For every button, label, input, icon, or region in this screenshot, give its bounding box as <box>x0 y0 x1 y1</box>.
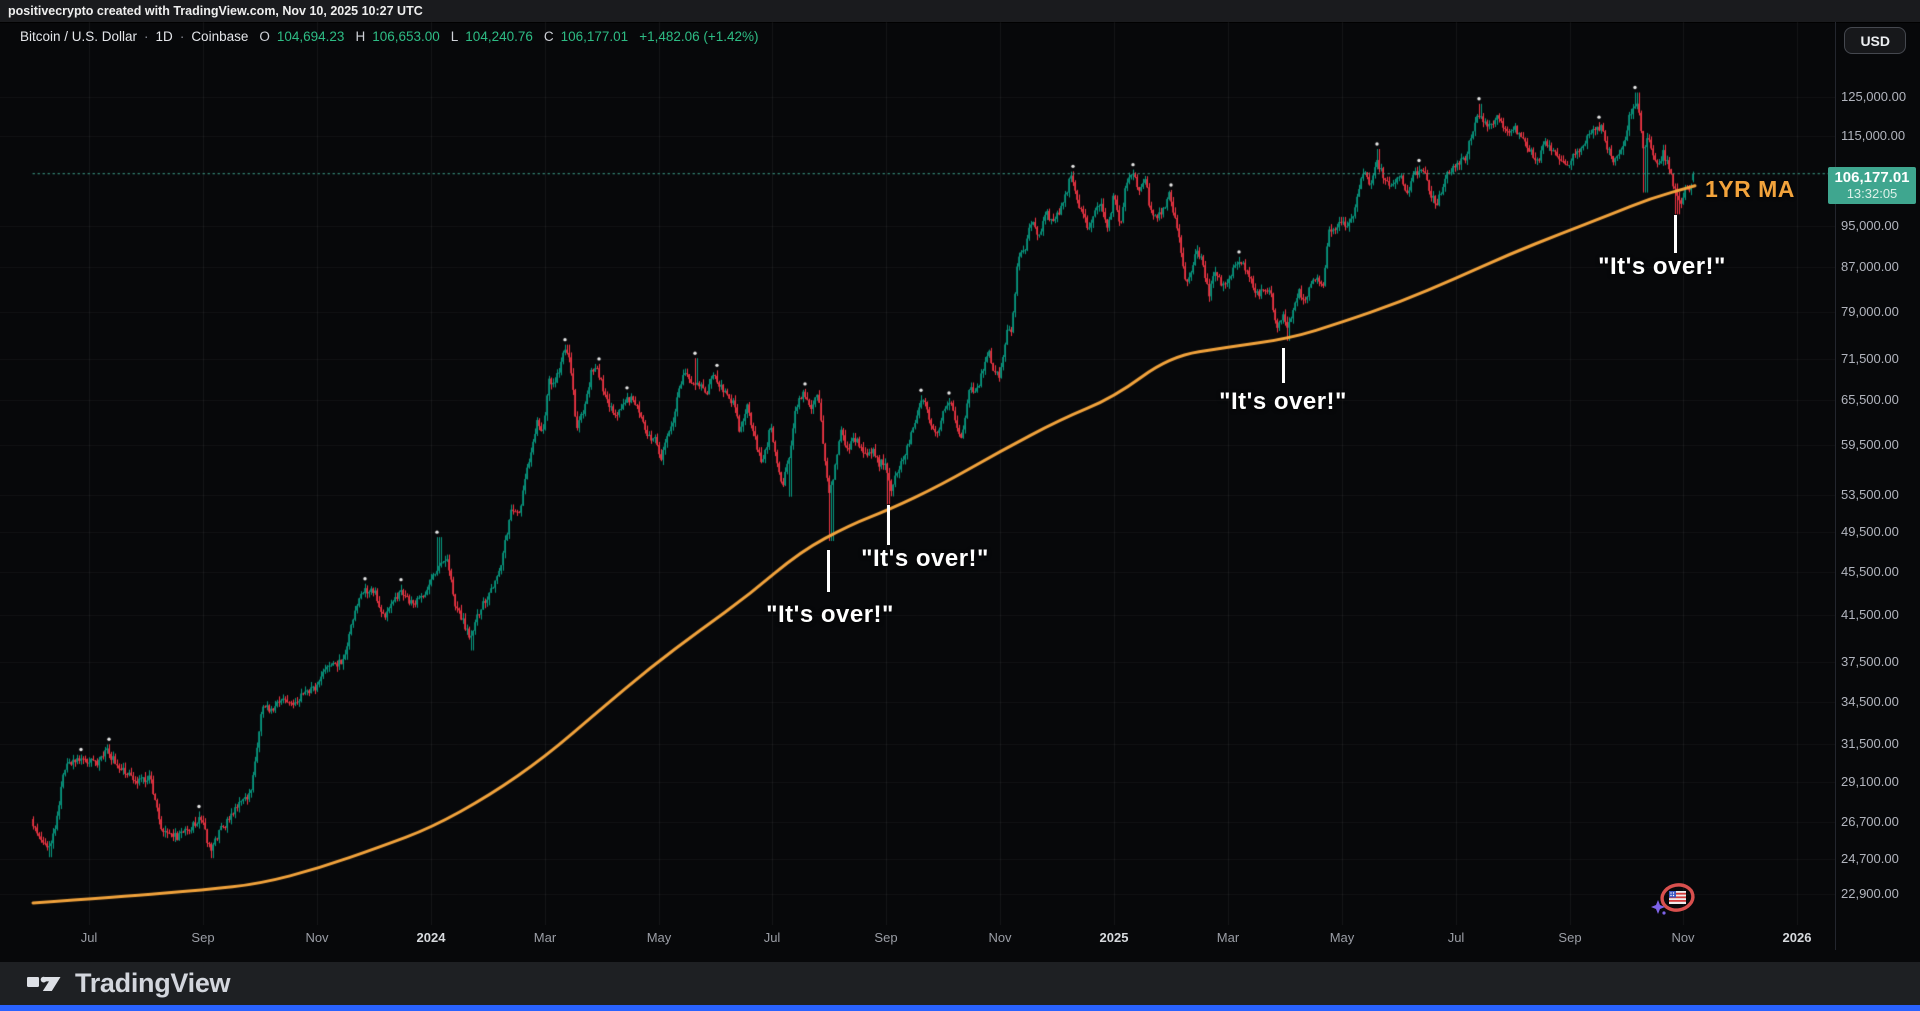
time-tick-label: Jul <box>763 930 781 945</box>
change-value: +1,482.06 (+1.42%) <box>639 29 759 44</box>
price-tick-label: 59,500.00 <box>1841 437 1899 452</box>
interval-label[interactable]: 1D <box>155 29 173 44</box>
close-value: 106,177.01 <box>560 29 629 44</box>
annotation-text: "It's over!" <box>1219 388 1347 415</box>
chart-canvas[interactable] <box>0 22 1835 925</box>
price-tick-label: 37,500.00 <box>1841 654 1899 669</box>
symbol-name[interactable]: Bitcoin / U.S. Dollar <box>20 29 138 44</box>
time-tick-label: Jul <box>80 930 98 945</box>
price-tick-label: 79,000.00 <box>1841 304 1899 319</box>
time-axis[interactable]: Jul Sep Nov 2024 Mar May Jul Sep Nov 2025 Mar May Ju… <box>0 925 1835 951</box>
annotation-pointer-line <box>1281 348 1285 383</box>
price-tick-label: 45,500.00 <box>1841 564 1899 579</box>
price-tick-label: 41,500.00 <box>1841 607 1899 622</box>
price-axis[interactable]: 106,177.01 13:32:05 125,000.00 115,000.00… <box>1828 22 1920 950</box>
low-label: L <box>450 29 459 44</box>
time-tick-label: 2025 <box>1099 930 1129 945</box>
brand-name[interactable]: TradingView <box>75 968 231 998</box>
price-tick-label: 26,700.00 <box>1841 814 1899 829</box>
time-tick-label: Nov <box>305 930 329 945</box>
time-tick-label: 2026 <box>1782 930 1812 945</box>
price-tick-label: 65,500.00 <box>1841 392 1899 407</box>
us-flag-icon <box>1669 891 1686 904</box>
current-price-value: 106,177.01 <box>1834 169 1910 186</box>
price-tick-label: 95,000.00 <box>1841 218 1899 233</box>
time-tick-label: Mar <box>1216 930 1240 945</box>
time-tick-label: Nov <box>988 930 1012 945</box>
time-tick-label: Nov <box>1671 930 1695 945</box>
red-circle-scribble <box>1660 883 1695 912</box>
header-separator: · <box>179 29 185 44</box>
low-value: 104,240.76 <box>465 29 533 44</box>
currency-toggle-button[interactable]: USD <box>1844 27 1906 54</box>
price-tick-label: 87,000.00 <box>1841 259 1899 274</box>
time-tick-label: 2024 <box>416 930 446 945</box>
annotation-pointer-line <box>886 505 890 545</box>
attribution-text: positivecrypto created with TradingView.… <box>8 4 423 18</box>
ma-label: 1YR MA <box>1705 176 1795 202</box>
time-tick-label: Sep <box>1558 930 1582 945</box>
time-tick-label: Jul <box>1447 930 1465 945</box>
price-tick-label: 31,500.00 <box>1841 736 1899 751</box>
time-tick-label: Sep <box>874 930 898 945</box>
annotation-text: "It's over!" <box>861 545 989 572</box>
time-tick-label: May <box>646 930 672 945</box>
price-tick-label: 34,500.00 <box>1841 694 1899 709</box>
time-tick-label: Mar <box>533 930 557 945</box>
open-value: 104,694.23 <box>276 29 345 44</box>
open-label: O <box>259 29 270 44</box>
tradingview-logo-icon[interactable] <box>26 970 62 998</box>
us-flag-event-icon <box>1648 876 1704 929</box>
price-tick-label: 53,500.00 <box>1841 487 1899 502</box>
exchange-label: Coinbase <box>191 29 249 44</box>
price-tick-label: 125,000.00 <box>1841 89 1907 104</box>
annotation-pointer-line <box>1673 215 1677 253</box>
time-tick-label: Sep <box>191 930 215 945</box>
price-tick-label: 24,700.00 <box>1841 851 1899 866</box>
price-tick-label: 49,500.00 <box>1841 524 1899 539</box>
price-tick-label: 29,100.00 <box>1841 774 1899 789</box>
high-label: H <box>355 29 366 44</box>
attribution-bar: positivecrypto created with TradingView.… <box>0 0 1920 23</box>
footer-bar: TradingView <box>0 962 1920 1005</box>
annotation-text: "It's over!" <box>1598 253 1726 280</box>
annotation-text: "It's over!" <box>766 601 894 628</box>
price-tick-label: 71,500.00 <box>1841 351 1899 366</box>
time-tick-label: May <box>1329 930 1355 945</box>
bar-countdown: 13:32:05 <box>1846 186 1898 201</box>
price-tick-label: 22,900.00 <box>1841 886 1899 901</box>
purple-sparkle-icon <box>1651 900 1666 915</box>
brand-color-bar <box>0 1005 1920 1011</box>
close-label: C <box>543 29 554 44</box>
price-tick-label: 115,000.00 <box>1841 128 1906 143</box>
high-value: 106,653.00 <box>372 29 440 44</box>
header-separator: · <box>144 29 149 44</box>
annotation-pointer-line <box>826 550 830 592</box>
current-price-label: 106,177.01 13:32:05 <box>1828 167 1916 204</box>
